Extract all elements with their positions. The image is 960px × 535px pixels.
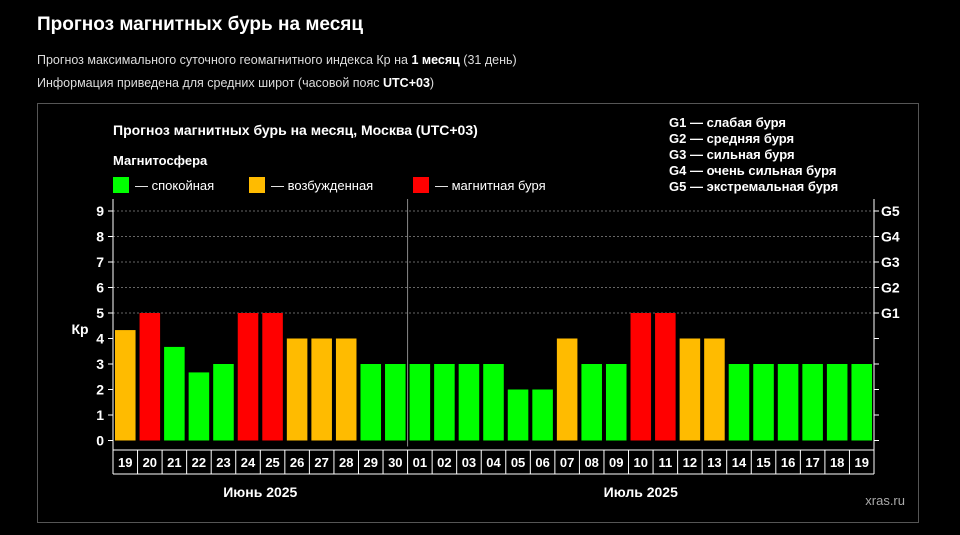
x-tick-label: 18 <box>830 455 844 470</box>
x-tick-label: 19 <box>854 455 868 470</box>
y-tick-label: 9 <box>96 203 104 219</box>
kp-bar <box>286 338 308 441</box>
kp-bar <box>458 364 480 441</box>
x-tick-label: 11 <box>658 455 672 470</box>
chart-frame <box>37 103 919 523</box>
kp-bar <box>777 364 799 441</box>
x-tick-label: 03 <box>462 455 476 470</box>
y-tick-label: 8 <box>96 229 104 245</box>
storm-level-legend-item: G5 — экстремальная буря <box>669 179 838 194</box>
kp-bar <box>164 346 185 441</box>
storm-level-legend-item: G4 — очень сильная буря <box>669 163 836 178</box>
x-tick-label: 04 <box>486 455 501 470</box>
kp-bar <box>556 338 578 441</box>
kp-bar <box>581 364 602 441</box>
x-tick-label: 08 <box>584 455 598 470</box>
x-tick-label: 22 <box>192 455 206 470</box>
kp-bar <box>704 338 725 441</box>
kp-bar <box>753 364 774 441</box>
y-tick-label: 5 <box>96 305 104 321</box>
x-tick-label: 30 <box>388 455 402 470</box>
page-title: Прогноз магнитных бурь на месяц <box>37 14 364 35</box>
storm-level-label: G3 <box>881 254 900 270</box>
storm-level-label: G1 <box>881 305 900 321</box>
kp-bar <box>213 364 234 441</box>
kp-bar <box>385 364 406 441</box>
kp-bar <box>679 338 701 441</box>
kp-bar <box>360 364 382 441</box>
x-tick-label: 06 <box>535 455 549 470</box>
y-axis-label: Кр <box>71 321 88 337</box>
x-tick-label: 20 <box>143 455 157 470</box>
x-tick-label: 02 <box>437 455 451 470</box>
legend-label-storm: — магнитная буря <box>435 178 546 193</box>
forecast-description: Прогноз максимального суточного геомагни… <box>37 53 517 67</box>
y-tick-label: 0 <box>96 433 104 449</box>
x-tick-label: 29 <box>364 455 378 470</box>
y-tick-label: 2 <box>96 382 104 398</box>
y-tick-label: 4 <box>96 331 104 347</box>
legend-swatch-excited <box>249 177 265 193</box>
legend-label-excited: — возбужденная <box>271 178 373 193</box>
kp-bar <box>630 313 652 441</box>
kp-bar <box>115 330 136 441</box>
x-tick-label: 23 <box>216 455 230 470</box>
y-tick-label: 3 <box>96 356 104 372</box>
storm-level-label: G4 <box>881 229 900 245</box>
y-tick-label: 1 <box>96 407 104 423</box>
kp-bar <box>311 338 332 441</box>
kp-bar <box>507 389 529 441</box>
storm-level-legend-item: G1 — слабая буря <box>669 115 786 130</box>
kp-bar <box>851 364 872 441</box>
x-tick-label: 05 <box>511 455 525 470</box>
kp-bar <box>802 364 823 441</box>
legend-swatch-calm <box>113 177 129 193</box>
x-tick-label: 07 <box>560 455 574 470</box>
legend-swatch-storm <box>413 177 429 193</box>
x-tick-label: 21 <box>167 455 181 470</box>
x-tick-label: 10 <box>634 455 648 470</box>
x-tick-label: 16 <box>781 455 795 470</box>
timezone-note: Информация приведена для средних широт (… <box>37 76 435 90</box>
x-tick-label: 13 <box>707 455 721 470</box>
kp-bar <box>335 338 357 441</box>
x-tick-label: 15 <box>756 455 770 470</box>
month-label: Июнь 2025 <box>223 484 297 500</box>
x-tick-label: 14 <box>732 455 747 470</box>
storm-level-legend-item: G3 — сильная буря <box>669 147 795 162</box>
y-tick-label: 6 <box>96 280 104 296</box>
x-tick-label: 01 <box>413 455 427 470</box>
x-tick-label: 26 <box>290 455 304 470</box>
legend-label-calm: — спокойная <box>135 178 214 193</box>
kp-bar <box>139 313 161 441</box>
x-tick-label: 09 <box>609 455 623 470</box>
x-tick-label: 25 <box>265 455 279 470</box>
kp-bar <box>237 313 259 441</box>
kp-bar <box>409 364 431 441</box>
kp-bar <box>188 372 210 441</box>
kp-bar <box>532 389 553 441</box>
month-label: Июль 2025 <box>604 484 678 500</box>
kp-bar <box>826 364 848 441</box>
x-tick-label: 19 <box>118 455 132 470</box>
storm-level-label: G5 <box>881 203 900 219</box>
x-tick-label: 28 <box>339 455 353 470</box>
kp-bar <box>434 364 455 441</box>
kp-bar <box>483 364 504 441</box>
x-tick-label: 12 <box>683 455 697 470</box>
storm-level-legend-item: G2 — средняя буря <box>669 131 794 146</box>
x-tick-label: 17 <box>805 455 819 470</box>
legend-title: Магнитосфера <box>113 153 208 168</box>
watermark: xras.ru <box>865 493 905 508</box>
storm-level-label: G2 <box>881 280 900 296</box>
x-tick-label: 24 <box>241 455 256 470</box>
kp-bar <box>728 364 750 441</box>
kp-bar <box>262 313 283 441</box>
kp-bar <box>605 364 627 441</box>
y-tick-label: 7 <box>96 254 104 270</box>
kp-bar <box>655 313 676 441</box>
chart-title: Прогноз магнитных бурь на месяц, Москва … <box>113 122 478 138</box>
x-tick-label: 27 <box>314 455 328 470</box>
